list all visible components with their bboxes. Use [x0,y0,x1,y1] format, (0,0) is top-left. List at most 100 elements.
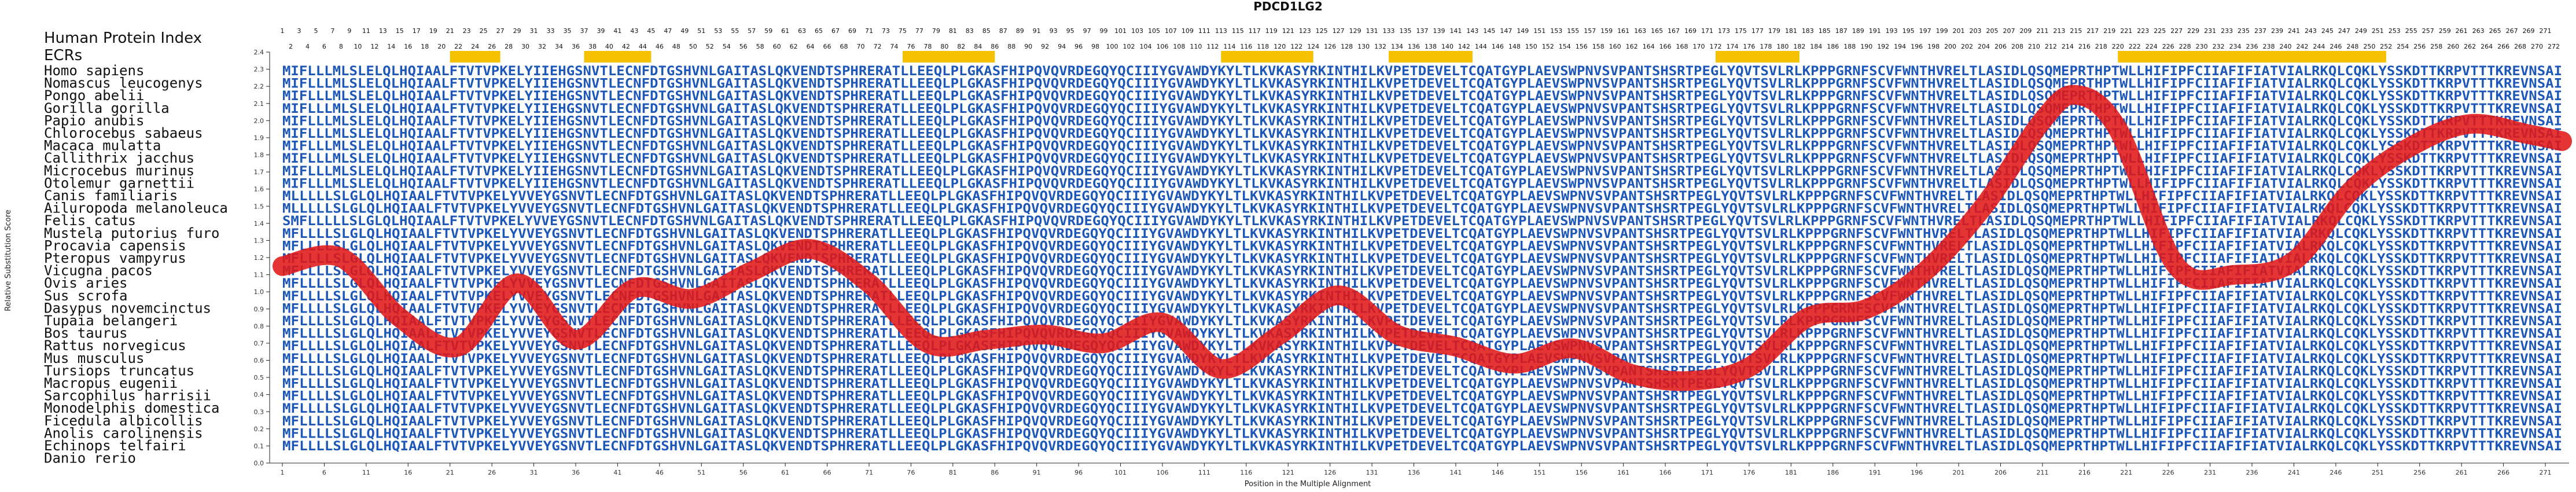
x-tick-label: 6 [322,469,326,476]
position-number: 185 [1819,27,1831,35]
species-label: Pongo abelii [44,87,144,104]
position-number: 164 [1643,43,1655,50]
position-number: 158 [1592,43,1605,50]
position-number: 124 [1307,43,1319,50]
species-label: Anolis carolinensis [44,425,203,441]
position-number: 238 [2263,43,2275,50]
position-number: 192 [1877,43,1889,50]
position-number: 19 [429,27,437,35]
position-number: 38 [588,43,597,50]
position-number: 50 [689,43,697,50]
position-number: 3 [297,27,301,35]
x-tick-label: 271 [2540,469,2552,476]
position-number: 269 [2523,27,2535,35]
position-number: 208 [2011,43,2023,50]
position-number: 76 [907,43,915,50]
x-tick-label: 81 [949,469,957,476]
position-number: 18 [421,43,429,50]
position-number: 141 [1449,27,1462,35]
x-tick-label: 11 [362,469,370,476]
position-number: 233 [2221,27,2233,35]
x-tick-label: 261 [2456,469,2468,476]
position-number: 261 [2456,27,2468,35]
species-label: Callithrix jacchus [44,150,194,166]
position-number: 77 [915,27,923,35]
position-number: 239 [2271,27,2283,35]
position-number: 7 [330,27,334,35]
y-tick-label: 0.6 [254,357,264,365]
chart-title: PDCD1LG2 [1253,0,1323,13]
position-number: 189 [1852,27,1864,35]
x-tick-label: 96 [1074,469,1083,476]
position-number: 209 [2019,27,2032,35]
x-tick-label: 111 [1198,469,1210,476]
sequence-row: MLLLLLSLGLQLHQIAALFTVTVPKELYVVEYGSNVTLEC… [282,189,2562,204]
position-number: 107 [1165,27,1177,35]
x-tick-label: 106 [1156,469,1168,476]
position-number: 240 [2279,43,2291,50]
position-number: 103 [1131,27,1143,35]
position-number: 2 [289,43,293,50]
position-number: 8 [339,43,343,50]
position-number: 15 [396,27,404,35]
position-number: 151 [1533,27,1545,35]
species-label: Ficedula albicollis [44,413,203,429]
species-label: Mustela putorius furo [44,225,219,241]
position-number: 13 [379,27,387,35]
species-label: Chlorocebus sabaeus [44,125,203,141]
position-number: 160 [1609,43,1621,50]
species-label: Ailuropoda melanoleuca [44,200,228,216]
position-number: 60 [773,43,781,50]
position-number: 123 [1299,27,1311,35]
position-number: 65 [815,27,823,35]
position-number: 112 [1206,43,1219,50]
x-tick-label: 231 [2204,469,2216,476]
sequence-row: MIFLLLMLSLELQLHQIAALFTVTVPKELYIIEHGSNVTL… [282,64,2562,79]
position-number: 37 [580,27,588,35]
position-number: 66 [823,43,831,50]
position-number: 46 [656,43,664,50]
position-number: 69 [848,27,856,35]
position-number: 11 [362,27,370,35]
x-tick-label: 236 [2246,469,2258,476]
position-number: 180 [1776,43,1789,50]
position-number: 173 [1718,27,1730,35]
position-number: 262 [2464,43,2476,50]
position-number: 27 [496,27,505,35]
position-number: 132 [1374,43,1386,50]
sequence-row: MIFLLLMLSLELQLHQIAALFTVTVPKELYIIEHGSNVTL… [282,139,2562,154]
x-tick-label: 191 [1869,469,1881,476]
position-number: 213 [2053,27,2065,35]
species-label: Otolemur garnettii [44,175,194,191]
species-label: Vicugna pacos [44,263,153,279]
position-number: 111 [1198,27,1210,35]
x-tick-label: 121 [1282,469,1294,476]
sequence-row: MIFLLLMLSLELQLHQIAALFTVTVPKELYIIEHGSNVTL… [282,102,2562,116]
ecr-bar [1715,51,1799,63]
position-number: 220 [2112,43,2124,50]
position-number: 143 [1466,27,1478,35]
position-number: 99 [1100,27,1108,35]
ecr-bar [2118,51,2386,63]
position-number: 214 [2062,43,2074,50]
position-number: 193 [1886,27,1898,35]
species-label: Macropus eugenii [44,375,178,391]
position-number: 1 [281,27,285,35]
x-tick-label: 146 [1492,469,1504,476]
x-tick-label: 216 [2078,469,2091,476]
position-number: 26 [488,43,496,50]
position-number: 218 [2095,43,2107,50]
position-number: 215 [2070,27,2082,35]
position-number: 206 [1994,43,2007,50]
position-number: 254 [2397,43,2409,50]
ecr-bar [1221,51,1313,63]
position-number: 33 [547,27,555,35]
position-number: 251 [2372,27,2384,35]
species-label: Sus scrofa [44,288,128,304]
position-number: 116 [1240,43,1252,50]
x-tick-label: 41 [613,469,621,476]
y-ticks: 0.0 0.1 0.2 0.3 0.4 0.5 0.6 0.7 0.8 0.9 1.0 1.1 1.2 1… [254,49,270,467]
ecr-regions [450,51,2386,63]
position-number: 89 [1016,27,1024,35]
